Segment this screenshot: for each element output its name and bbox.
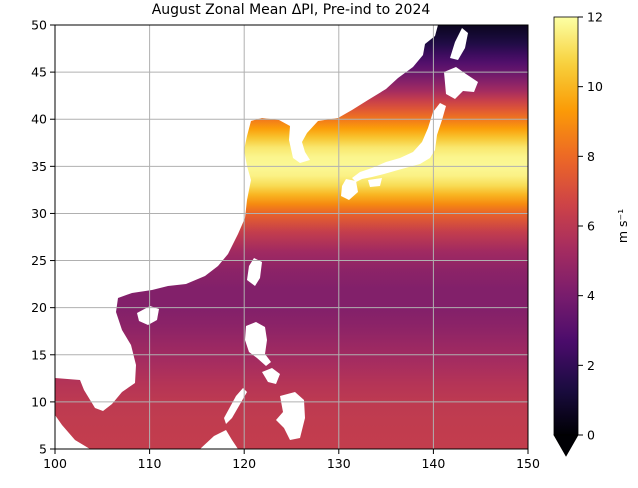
colorbar-tick-label-2: 2 [587, 358, 595, 373]
colorbar-label: m s⁻¹ [615, 209, 630, 243]
map-panel: 100 110 120 130 140 150 5 10 15 20 25 30 35 40 45 50 [31, 18, 540, 472]
y-axis: 5 10 15 20 25 30 35 40 45 50 [31, 18, 55, 457]
colorbar: 0 2 4 6 8 10 12 m s⁻¹ [553, 10, 630, 457]
y-tick-label-35: 35 [31, 159, 47, 174]
x-tick-label-120: 120 [232, 456, 256, 471]
y-tick-label-15: 15 [31, 347, 47, 362]
colorbar-tick-label-8: 8 [587, 149, 595, 164]
y-tick-label-45: 45 [31, 65, 47, 80]
y-tick-label-5: 5 [39, 442, 47, 457]
colorbar-tick-label-10: 10 [587, 79, 603, 94]
land-mindanao [276, 392, 305, 440]
land-borneo [200, 430, 238, 449]
land-asia-mainland [55, 25, 438, 411]
land-hainan [137, 306, 159, 325]
colorbar-tick-label-0: 0 [587, 428, 595, 443]
land-honshu [352, 103, 446, 182]
colorbar-ticks: 0 2 4 6 8 10 12 [578, 10, 603, 443]
x-tick-label-150: 150 [516, 456, 540, 471]
land-kyushu [341, 179, 358, 200]
y-tick-label-25: 25 [31, 253, 47, 268]
x-tick-label-130: 130 [327, 456, 351, 471]
land-hokkaido [444, 67, 478, 99]
colorbar-tick-label-12: 12 [587, 10, 603, 25]
axes-frame [54, 24, 529, 450]
x-tick-label-110: 110 [138, 456, 162, 471]
land-malay [55, 415, 90, 449]
colorbar-body [553, 16, 579, 436]
land-visayas [262, 368, 280, 384]
x-tick-label-140: 140 [421, 456, 445, 471]
chart-title: August Zonal Mean ΔPI, Pre-ind to 2024 [152, 2, 431, 18]
land-palawan [224, 388, 247, 424]
y-tick-label-10: 10 [31, 394, 47, 409]
land-mask [55, 25, 478, 449]
x-tick-label-100: 100 [43, 456, 67, 471]
y-tick-label-30: 30 [31, 206, 47, 221]
y-tick-label-50: 50 [31, 18, 47, 33]
land-sakhalin [450, 28, 468, 60]
colorbar-tick-label-6: 6 [587, 219, 595, 234]
y-tick-label-20: 20 [31, 300, 47, 315]
land-taiwan [247, 258, 262, 286]
x-axis: 100 110 120 130 140 150 [43, 449, 540, 471]
y-tick-label-40: 40 [31, 112, 47, 127]
land-shikoku [368, 178, 382, 187]
colorbar-tick-label-4: 4 [587, 288, 595, 303]
colorbar-extend-triangle [553, 434, 579, 457]
